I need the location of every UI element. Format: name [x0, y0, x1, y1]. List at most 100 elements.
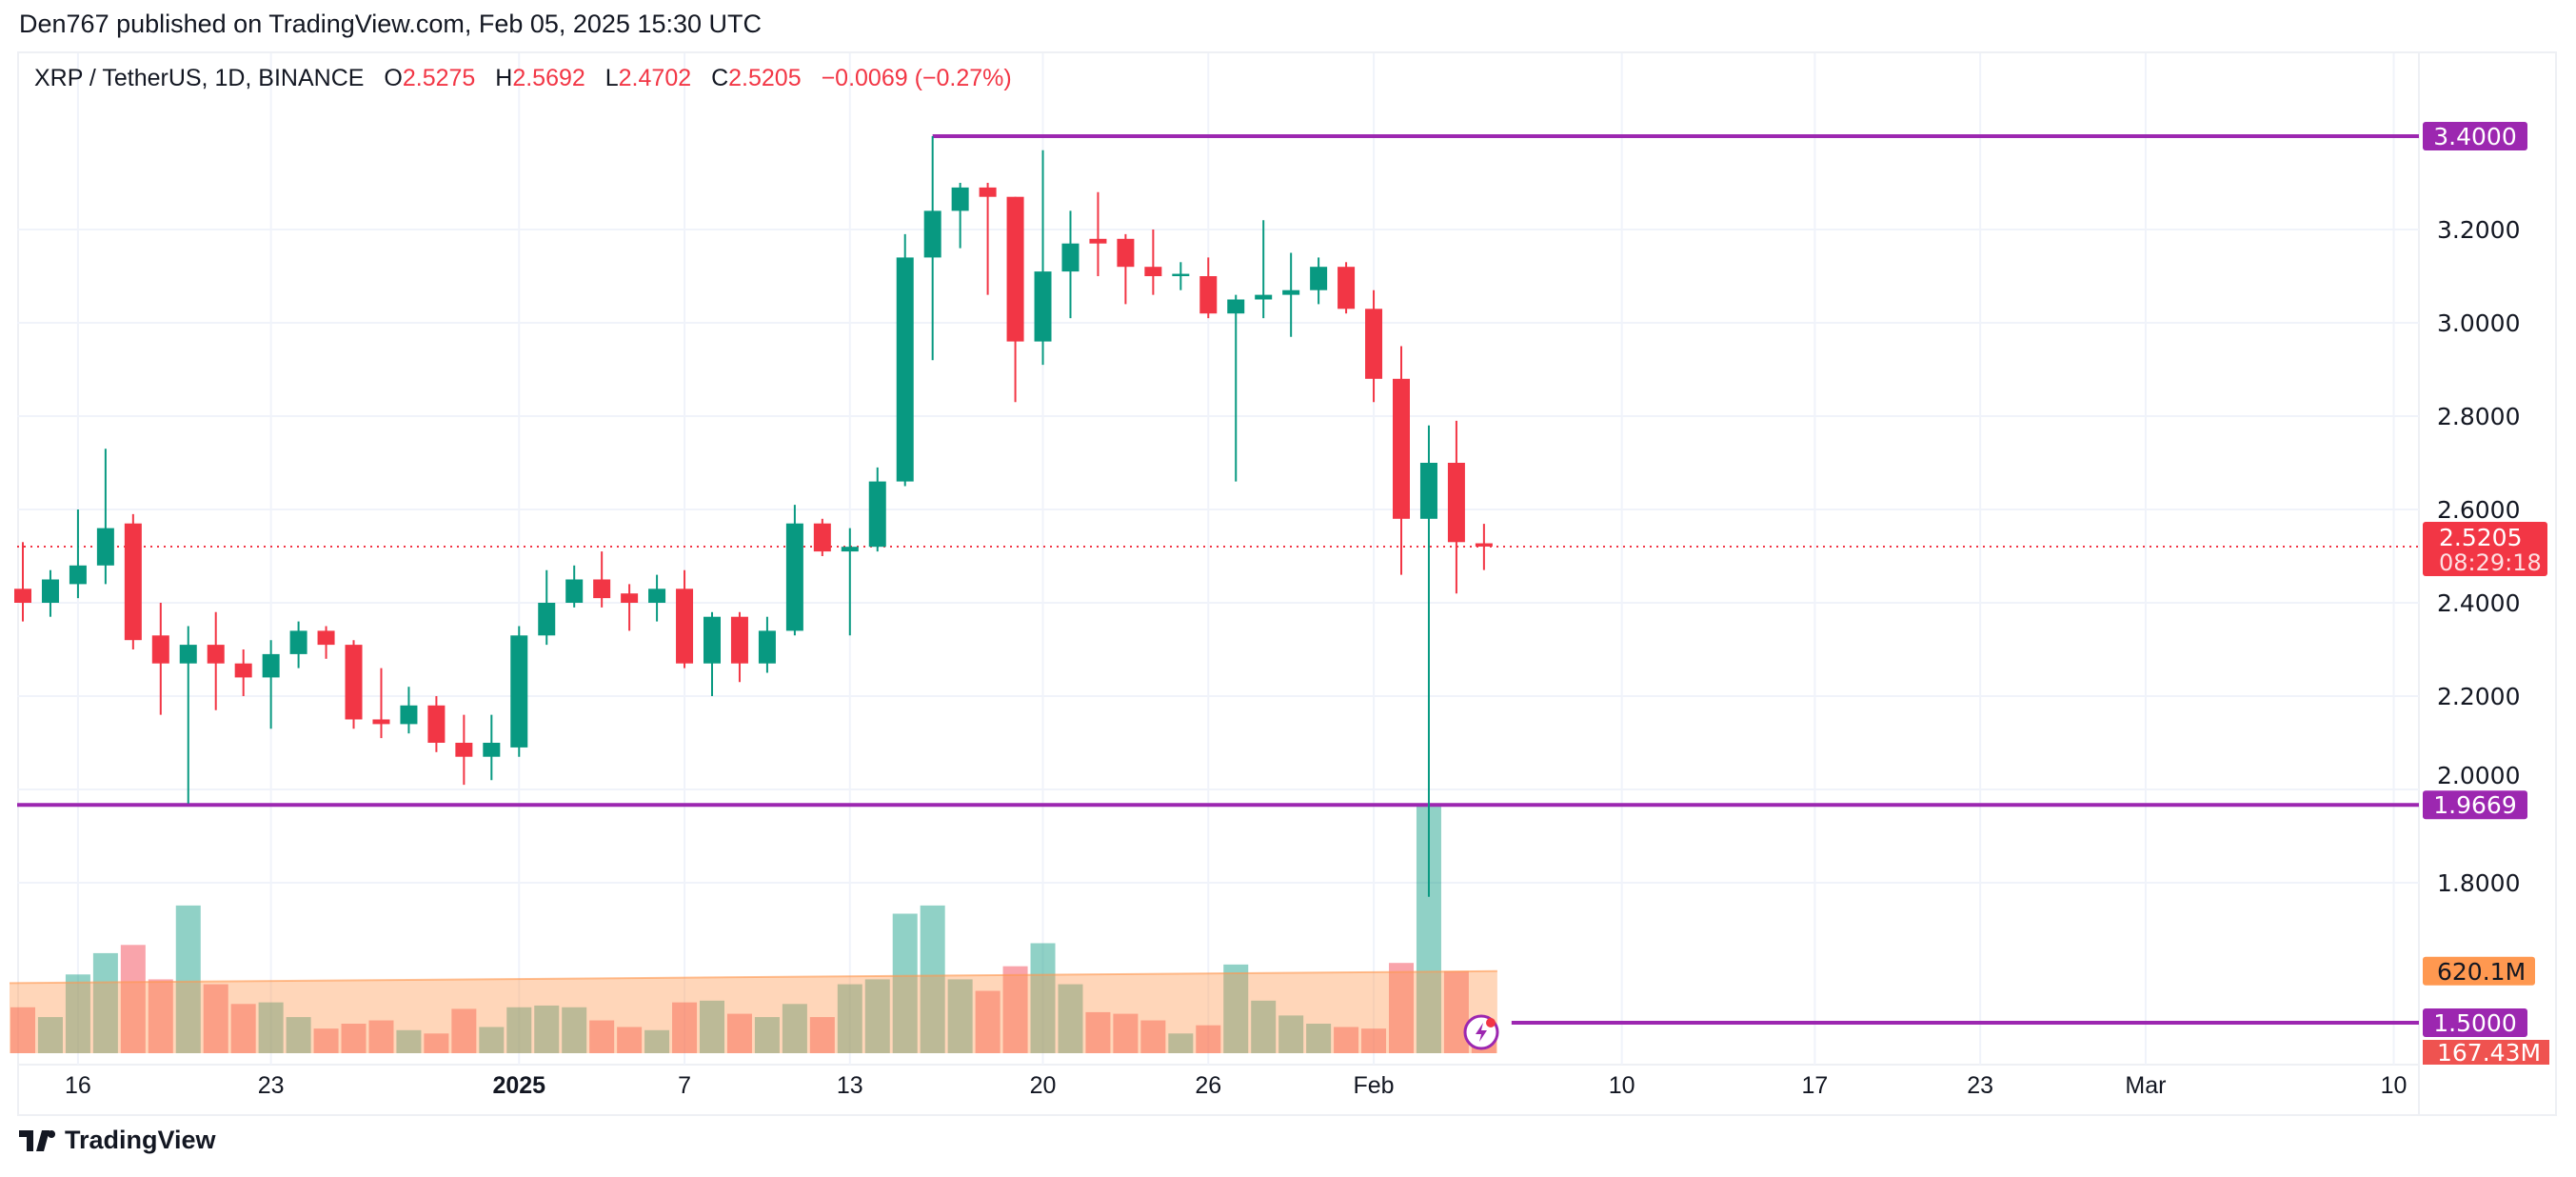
candle-body: [1447, 463, 1465, 543]
volume-bar: [754, 1017, 780, 1053]
volume-bar: [1085, 1011, 1111, 1053]
volume-bar: [617, 1027, 643, 1053]
volume-bar: [1058, 984, 1083, 1053]
y-tick-label: 3.2000: [2437, 216, 2520, 244]
chart-legend: XRP / TetherUS, 1D, BINANCE O2.5275 H2.5…: [34, 65, 1012, 92]
volume-bar: [396, 1029, 422, 1053]
volume-bar: [947, 979, 973, 1053]
high-value: 2.5692: [512, 65, 585, 91]
alert-lightning-icon[interactable]: [1463, 1014, 1499, 1050]
volume-bar: [892, 913, 918, 1053]
candle-body: [483, 743, 501, 757]
candle-body: [676, 588, 694, 664]
volume-bar: [562, 1007, 587, 1053]
last-price-box: [2423, 521, 2547, 576]
volume-bar: [975, 990, 1001, 1053]
low-value: 2.4702: [618, 65, 692, 91]
volume-bar: [203, 984, 228, 1053]
x-tick-label: 13: [837, 1072, 863, 1099]
volume-bar: [1306, 1024, 1332, 1053]
level-label: 3.4000: [2433, 123, 2516, 150]
x-tick-label: 23: [258, 1072, 285, 1099]
brand-name: TradingView: [65, 1126, 216, 1154]
volume-bar: [864, 979, 890, 1053]
candle-body: [841, 547, 859, 552]
level-label-box: [2423, 122, 2527, 150]
candle-body: [179, 645, 197, 664]
candle-body: [593, 579, 611, 599]
candle-body: [1144, 267, 1162, 276]
candle-body: [317, 630, 335, 646]
candle-body: [372, 719, 390, 725]
last-price-label: 2.5205: [2439, 524, 2522, 551]
volume-bar: [175, 905, 201, 1053]
volume-bar: [230, 1004, 256, 1053]
x-tick-label: 2025: [492, 1072, 545, 1099]
y-tick-label: 2.2000: [2437, 683, 2520, 710]
volume-ma: [9, 969, 1497, 1053]
tradingview-logo-icon: [19, 1129, 56, 1151]
volume-bar: [1030, 943, 1056, 1053]
y-tick-label: 2.8000: [2437, 403, 2520, 430]
change-value: −0.0069 (−0.27%): [821, 65, 1012, 91]
volume-bar: [313, 1028, 339, 1053]
high-label: H: [495, 65, 513, 91]
countdown-label: 08:29:18: [2439, 549, 2542, 576]
candle-body: [262, 653, 280, 678]
volume-bar: [506, 1007, 532, 1053]
candle-body: [538, 603, 556, 636]
candle-body: [151, 635, 169, 664]
candle-body: [1172, 273, 1190, 276]
x-tick-label: 20: [1030, 1072, 1057, 1099]
volume-bar: [286, 1017, 311, 1053]
volume-ma-line: [9, 969, 1497, 985]
x-tick-label: 10: [1609, 1072, 1635, 1099]
candle-body: [1006, 196, 1024, 342]
axes: 3.2000 3.0000 2.8000 2.6000 2.4000 2.2000 2.00…: [65, 216, 2520, 1099]
candle-body: [1255, 294, 1273, 300]
candle-body: [289, 630, 307, 654]
x-tick-label: 23: [1967, 1072, 1993, 1099]
candle-body: [427, 705, 446, 743]
y-tick-label: 2.4000: [2437, 589, 2520, 617]
level-label: 1.5000: [2433, 1009, 2516, 1037]
volume-bar: [1251, 1000, 1277, 1053]
volume-bar: [451, 1008, 477, 1053]
level-label-box: [2423, 790, 2527, 820]
volume-bar: [120, 945, 146, 1053]
volume-ma-area: [10, 970, 1497, 1053]
candle-body: [565, 579, 584, 603]
y-tick-label: 1.8000: [2437, 869, 2520, 897]
volume-ma-box: [2423, 956, 2535, 986]
candle-body: [896, 257, 914, 482]
volume-bar: [341, 1024, 367, 1053]
candle-body: [1310, 267, 1328, 290]
level-label: 1.9669: [2433, 791, 2516, 819]
symbol-label[interactable]: XRP / TetherUS, 1D, BINANCE: [34, 65, 365, 91]
chart-frame: [17, 51, 2557, 1116]
volume-bar: [1196, 1025, 1221, 1053]
x-tick-label: 16: [65, 1072, 91, 1099]
volume-bar: [1223, 964, 1249, 1053]
volume-bar: [1443, 970, 1469, 1053]
volume-bar: [92, 952, 118, 1053]
candle-body: [234, 663, 252, 678]
candle-body: [1061, 243, 1080, 272]
volume-bar: [920, 905, 945, 1053]
candle-body: [730, 616, 748, 664]
candle-body: [207, 645, 225, 664]
volume-bar: [837, 984, 862, 1053]
volume-bar: [1002, 966, 1028, 1053]
volume-bar: [1168, 1033, 1194, 1053]
volume-bar: [534, 1005, 560, 1053]
low-label: L: [604, 65, 619, 91]
volume-bar: [148, 979, 173, 1053]
volume-bar: [479, 1027, 505, 1053]
volume-bar: [726, 1013, 752, 1053]
open-value: 2.5275: [402, 65, 476, 91]
candle-body: [124, 523, 142, 641]
volume-bar: [65, 974, 90, 1053]
x-tick-label: 17: [1801, 1072, 1828, 1099]
